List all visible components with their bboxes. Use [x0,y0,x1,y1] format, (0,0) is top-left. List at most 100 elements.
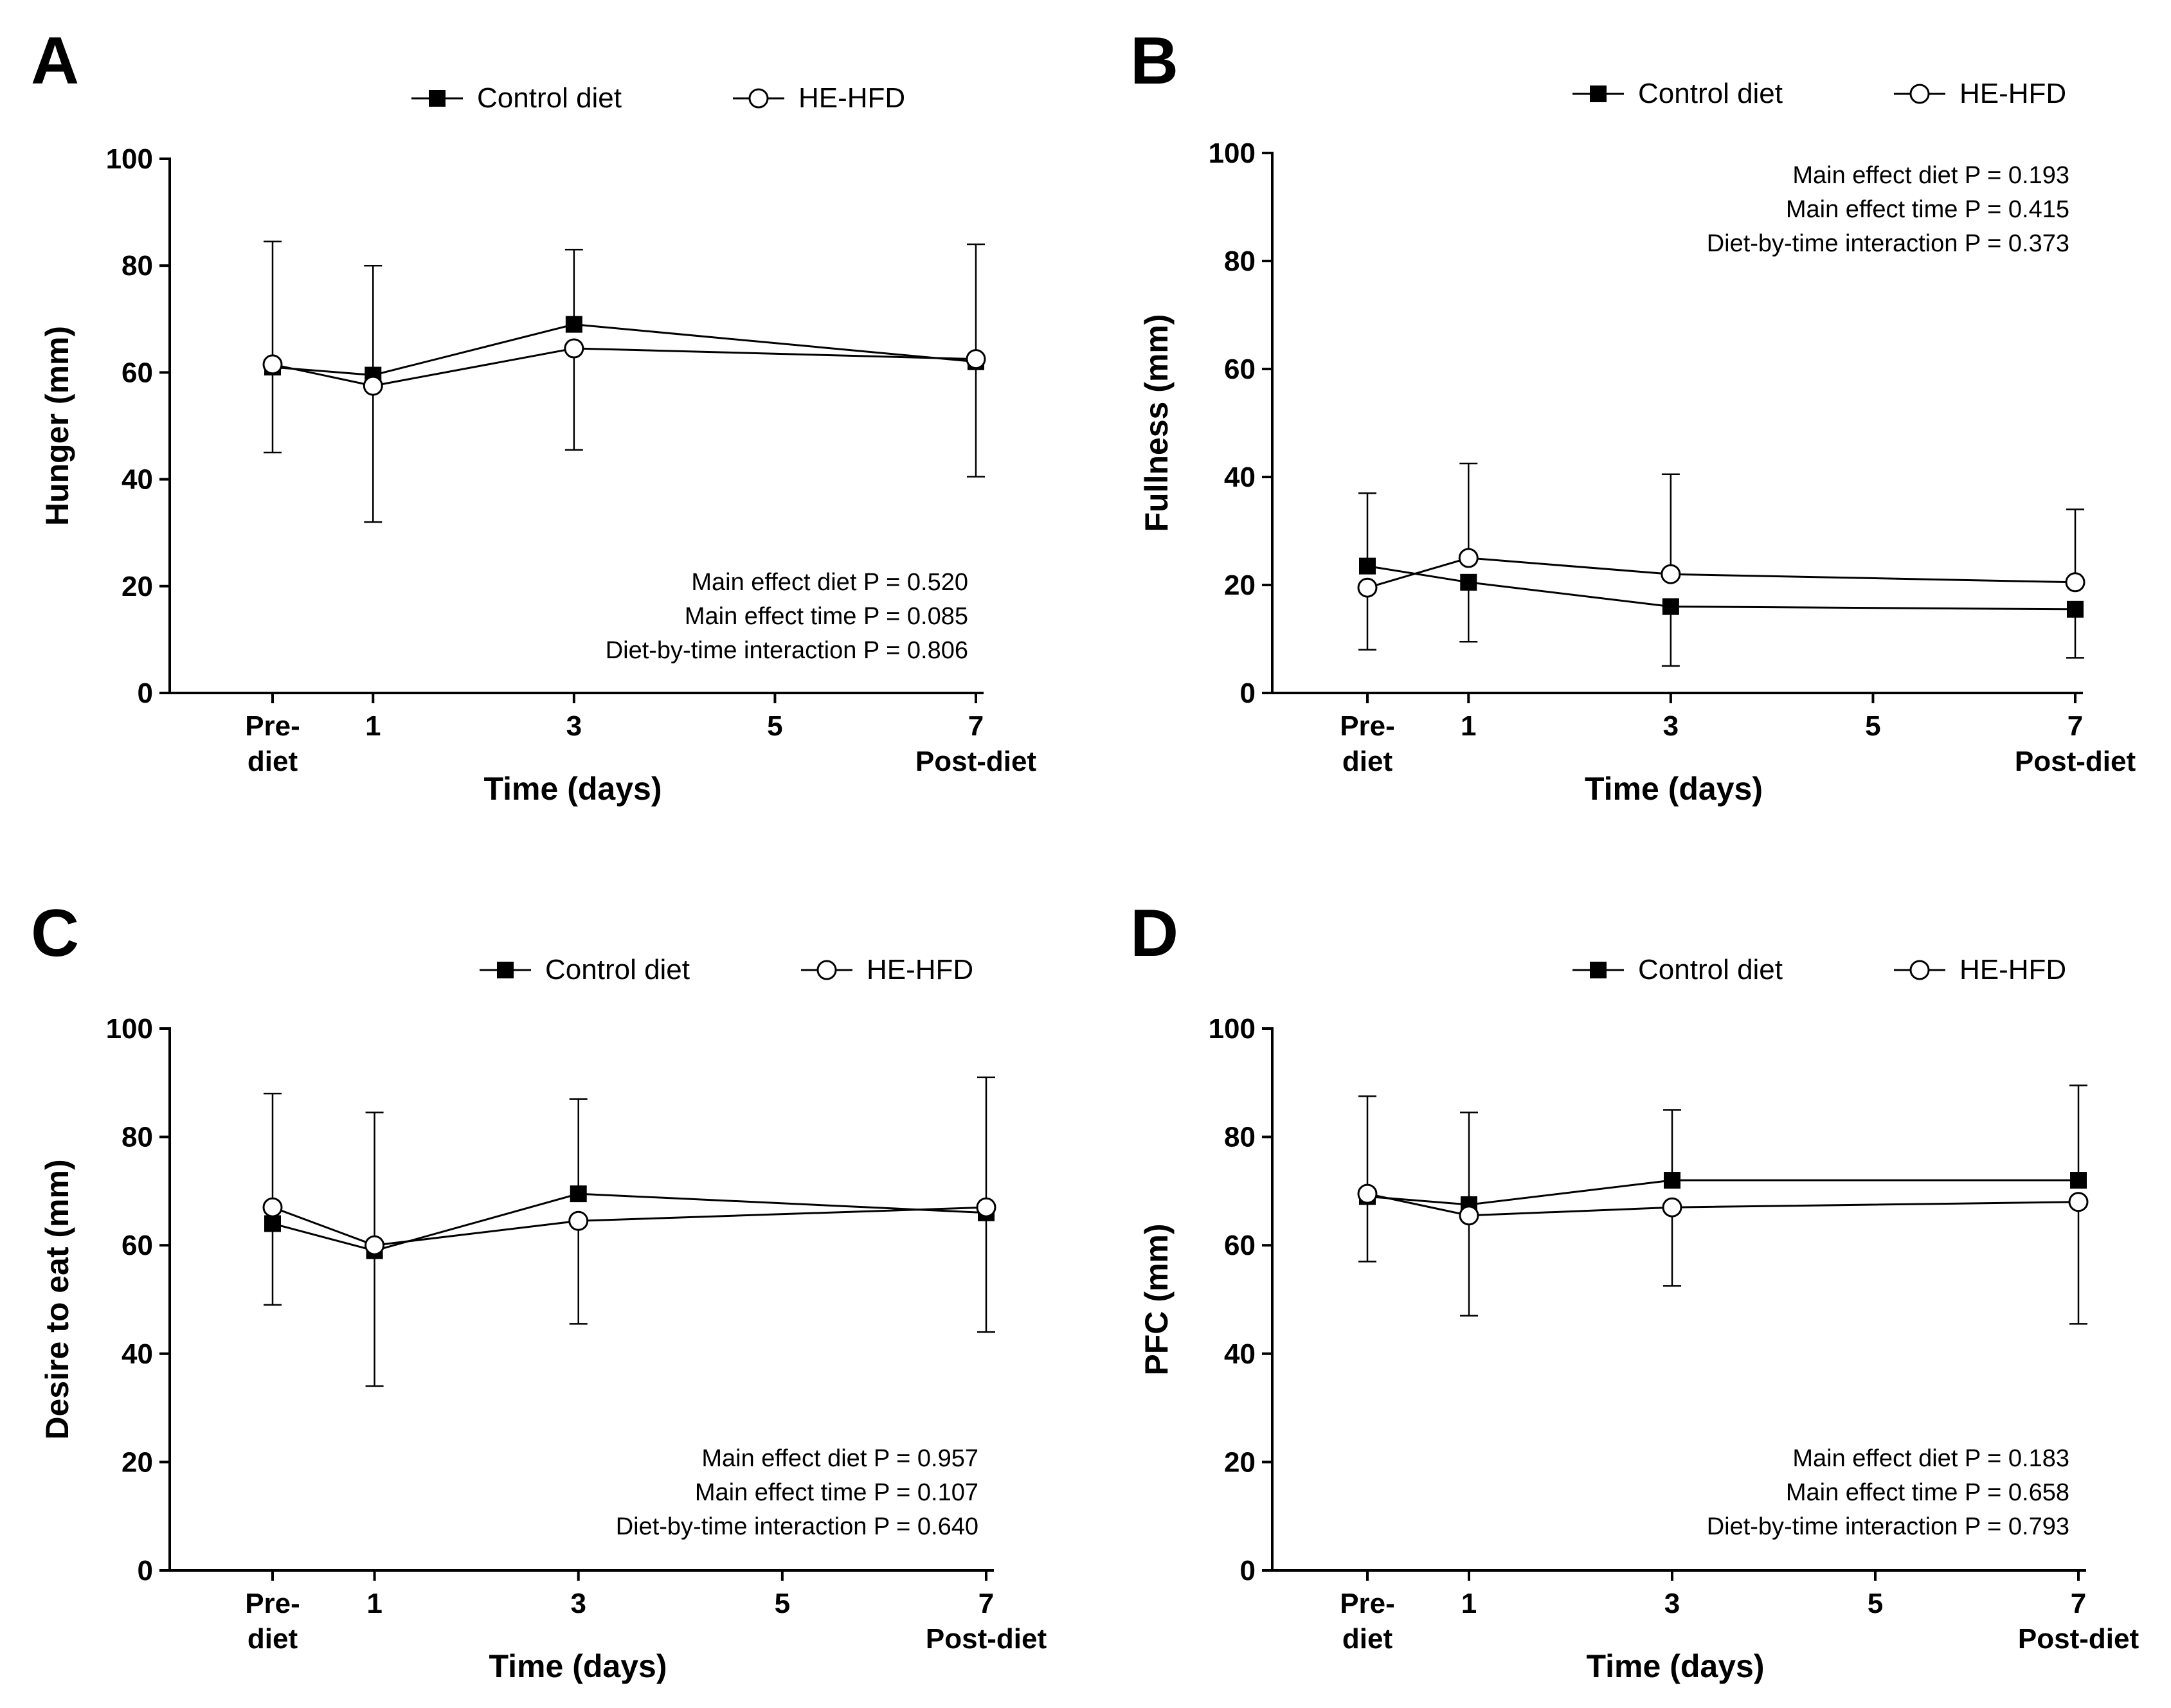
y-tick-label: 20 [1224,570,1256,601]
x-tick-label: 1 [366,1588,382,1619]
y-axis-title: Fullness (mm) [1139,314,1175,532]
y-tick-label: 60 [1224,354,1256,385]
data-point-he-hfd [2065,572,2085,593]
y-axis-title: PFC (mm) [1139,1223,1175,1375]
series-line-he-hfd [272,1206,987,1246]
data-point-he-hfd [966,349,986,370]
y-tick-label: 0 [1240,1555,1256,1587]
stat-annotation: Diet-by-time interaction P = 0.640 [616,1513,978,1540]
data-point-he-hfd [363,375,383,396]
data-point-he-hfd [365,1235,385,1255]
data-point-control-diet [1664,1172,1680,1189]
y-tick-label: 60 [1224,1230,1256,1261]
x-tick-label: 7 [2071,1588,2086,1619]
x-tick-label: diet [1342,1623,1393,1655]
y-tick-label: 100 [106,1013,153,1045]
series-line-control-diet [1367,1179,2078,1206]
x-tick-label: 3 [1663,710,1679,742]
legend-label: HE-HFD [798,82,905,114]
series-line-control-diet [272,323,977,377]
x-axis-title: Time (days) [1587,1648,1765,1684]
series-line-he-hfd [1367,1192,2079,1217]
y-tick-label: 100 [106,143,153,175]
data-point-control-diet [570,1185,587,1203]
y-tick-label: 100 [1209,1013,1256,1045]
y-tick-label: 0 [1240,678,1256,709]
x-tick-label: 3 [1664,1588,1680,1619]
legend: Control diet HE-HFD [480,954,973,985]
x-tick-label: diet [248,1623,298,1655]
x-tick-label: Post-diet [2018,1623,2139,1655]
panel-letter: D [1130,896,1178,971]
data-point-he-hfd [1458,548,1479,568]
data-point-control-diet [1662,598,1679,615]
y-tick-label: 20 [122,1446,153,1478]
legend-label: Control diet [1638,78,1783,109]
stat-annotation: Diet-by-time interaction P = 0.806 [606,637,968,664]
series-line-he-hfd [1367,557,2076,589]
series-line-control-diet [272,1192,987,1252]
y-tick-label: 40 [122,464,153,496]
stat-annotation: Main effect diet P = 0.193 [1792,162,2069,189]
x-axis-title: Time (days) [484,771,662,807]
x-tick-label: Pre- [1340,710,1395,742]
panel-letter: C [31,896,79,971]
stat-annotation: Main effect diet P = 0.957 [701,1445,978,1472]
panel-a: A 0 20 40 60 80 100 Pre-diet 1 3 5 7 Post-diet Time (… [31,24,1036,807]
y-axis-title: Desire to eat (mm) [39,1159,75,1439]
stat-annotation: Main effect time P = 0.107 [695,1479,978,1506]
stat-annotation: Main effect time P = 0.415 [1786,196,2069,223]
data-point-control-diet [264,1215,281,1232]
x-tick-label: 7 [2067,710,2083,742]
x-tick-label: 7 [968,710,984,742]
data-point-he-hfd [1459,1205,1479,1226]
legend-square-marker [497,962,514,978]
legend-label: HE-HFD [1959,954,2066,985]
x-tick-label: 3 [570,1588,586,1619]
legend-circle-marker [748,88,769,109]
stat-annotation: Diet-by-time interaction P = 0.373 [1707,230,2069,257]
y-tick-label: 60 [122,1230,153,1261]
panel-letter: A [31,24,79,98]
x-tick-label: Pre- [245,1588,300,1619]
y-tick-label: 80 [122,250,153,282]
x-tick-label: diet [248,746,298,777]
legend-label: Control diet [545,954,690,985]
x-tick-label: 1 [1461,710,1476,742]
y-tick-label: 40 [1224,462,1256,493]
y-tick-label: 0 [138,1555,153,1587]
x-tick-label: 1 [365,710,381,742]
panel-c: C 0 20 40 60 80 100 Pre-diet 1 3 5 7 Post-diet Time (… [31,896,1047,1684]
legend-circle-marker [1909,960,1930,980]
stat-annotation: Main effect time P = 0.085 [685,603,968,630]
data-point-control-diet [2067,600,2084,618]
data-point-control-diet [565,316,582,333]
stat-annotation: Main effect diet P = 0.520 [691,569,968,596]
y-axis-title: Hunger (mm) [39,326,75,526]
y-tick-label: 0 [138,678,153,709]
legend-circle-marker [1909,84,1930,104]
x-tick-label: Pre- [245,710,300,742]
x-tick-label: Post-diet [2015,746,2136,777]
legend-label: Control diet [1638,954,1783,985]
stat-annotation: Main effect time P = 0.658 [1786,1479,2069,1506]
data-point-he-hfd [564,338,584,359]
data-point-he-hfd [2068,1192,2089,1212]
y-tick-label: 20 [1224,1446,1256,1478]
legend-square-marker [1590,962,1607,978]
data-point-he-hfd [1662,1197,1682,1218]
data-point-he-hfd [262,354,283,375]
x-tick-label: 5 [1868,1588,1883,1619]
panel-letter: B [1130,24,1178,98]
data-point-control-diet [1359,557,1376,575]
y-tick-label: 20 [122,571,153,602]
x-axis-title: Time (days) [489,1648,667,1684]
legend-label: Control diet [477,82,622,114]
x-tick-label: Post-diet [915,746,1037,777]
series-line-control-diet [1367,565,2076,611]
legend-label: HE-HFD [1959,78,2066,109]
x-tick-label: diet [1342,746,1393,777]
x-tick-label: 5 [1865,710,1880,742]
y-tick-label: 40 [122,1338,153,1370]
y-tick-label: 40 [1224,1338,1256,1370]
